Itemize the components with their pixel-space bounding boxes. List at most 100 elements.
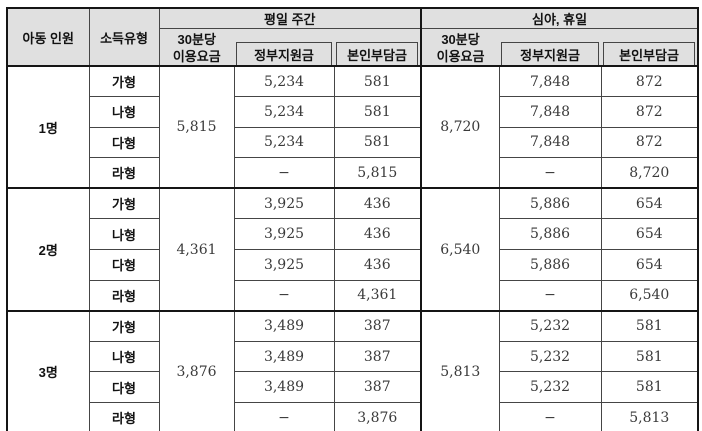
cell-night-self: 654: [600, 249, 699, 281]
header-self-pay-day: 본인부담금: [334, 28, 422, 67]
table-row: 나형 5,234 581 7,848 872: [7, 96, 699, 128]
cell-day-self: 387: [333, 309, 422, 342]
header-fee-per-30min-night: 30분당 이용요금: [420, 28, 500, 67]
cell-income-type: 다형: [88, 249, 160, 281]
self-pay-day-label: 본인부담금: [347, 47, 407, 63]
cell-night-self: 5,813: [600, 402, 699, 431]
cell-night-support: 5,886: [498, 187, 602, 220]
cell-child-count: 1명: [6, 64, 90, 189]
cell-night-self: 654: [600, 187, 699, 220]
cell-income-type: 나형: [88, 96, 160, 128]
self-pay-night-label: 본인부담금: [619, 47, 679, 63]
cell-night-support: 7,848: [498, 126, 602, 159]
cell-day-self: 436: [333, 218, 422, 251]
cell-income-type: 가형: [88, 65, 160, 98]
cell-night-support: 5,886: [498, 218, 602, 251]
cell-day-support: −: [233, 402, 335, 431]
cell-day-support: 3,489: [233, 340, 335, 373]
table-row: 다형 3,925 436 5,886 654: [7, 249, 699, 281]
gov-support-night-label: 정부지원금: [520, 47, 580, 63]
cell-night-support: 5,232: [498, 340, 602, 373]
cell-income-type: 가형: [88, 309, 160, 342]
fee-label-line2: 이용요금: [172, 49, 221, 64]
self-pay-day-box: 본인부담금: [336, 42, 419, 65]
table-row: 라형 − 3,876 − 5,813: [7, 402, 699, 431]
cell-income-type: 라형: [88, 279, 160, 312]
cell-night-fee: 6,540: [420, 187, 500, 312]
cell-day-support: −: [233, 157, 335, 189]
cell-day-self: 581: [333, 126, 422, 159]
cell-night-self: 654: [600, 218, 699, 251]
table-row: 다형 3,489 387 5,232 581: [7, 371, 699, 404]
cell-day-support: 3,489: [233, 309, 335, 342]
cell-day-support: 3,489: [233, 371, 335, 404]
cell-day-support: 3,925: [233, 249, 335, 281]
table-row: 라형 − 4,361 − 6,540: [7, 279, 699, 312]
header-income-type: 소득유형: [89, 8, 160, 67]
cell-night-fee: 5,813: [420, 309, 500, 431]
cell-day-fee: 4,361: [158, 187, 235, 312]
cell-day-self: 581: [333, 96, 422, 128]
cell-income-type: 가형: [88, 187, 160, 220]
cell-night-fee: 8,720: [420, 64, 500, 189]
self-pay-night-box: 본인부담금: [603, 42, 696, 65]
gov-support-night-box: 정부지원금: [501, 42, 600, 65]
cell-child-count: 2명: [6, 187, 90, 312]
cell-night-self: 872: [600, 65, 699, 98]
cell-day-fee: 5,815: [158, 64, 235, 189]
header-night-holiday-section: 심야, 휴일: [421, 8, 699, 29]
header-fee-per-30min-day: 30분당 이용요금: [159, 28, 234, 67]
fee-label-line1: 30분당: [177, 32, 216, 47]
cell-day-support: 3,925: [233, 187, 335, 220]
cell-night-self: 581: [600, 371, 699, 404]
header-weekday-section: 평일 주간: [159, 8, 423, 29]
cell-night-support: 5,232: [498, 309, 602, 342]
cell-day-self: 3,876: [333, 402, 422, 431]
header-gov-support-night: 정부지원금: [499, 28, 602, 67]
cell-day-self: 436: [333, 187, 422, 220]
cell-night-support: −: [498, 402, 602, 431]
cell-income-type: 라형: [88, 157, 160, 189]
fee-label-line1: 30분당: [441, 32, 480, 47]
table-row: 나형 3,925 436 5,886 654: [7, 218, 699, 251]
table-row: 2명 가형 4,361 3,925 436 6,540 5,886 654: [6, 187, 699, 312]
cell-night-support: 7,848: [498, 96, 602, 128]
header-child-count: 아동 인원: [7, 8, 90, 67]
table-row: 라형 − 5,815 − 8,720: [7, 157, 699, 189]
cell-day-support: 5,234: [233, 96, 335, 128]
cell-night-support: 5,232: [498, 371, 602, 404]
cell-night-self: 581: [600, 340, 699, 373]
cell-day-self: 5,815: [333, 157, 422, 189]
header-gov-support-day: 정부지원금: [234, 28, 334, 67]
table-row: 3명 가형 3,876 3,489 387 5,813 5,232 581: [6, 309, 699, 431]
cell-day-self: 4,361: [333, 279, 422, 312]
cell-income-type: 나형: [88, 218, 160, 251]
header-self-pay-night: 본인부담금: [601, 28, 699, 67]
cell-night-support: 5,886: [498, 249, 602, 281]
cell-day-self: 436: [333, 249, 422, 281]
cell-night-self: 872: [600, 96, 699, 128]
cell-day-self: 581: [333, 65, 422, 98]
gov-support-day-box: 정부지원금: [236, 42, 332, 65]
cell-day-support: −: [233, 279, 335, 312]
childcare-fee-table: 아동 인원 소득유형 평일 주간 심야, 휴일 30분당 이용요금 정부지원금 …: [6, 7, 700, 431]
cell-income-type: 다형: [88, 126, 160, 159]
cell-night-self: 872: [600, 126, 699, 159]
cell-child-count: 3명: [6, 309, 90, 431]
table-row: 1명 가형 5,815 5,234 581 8,720 7,848 872: [6, 64, 699, 189]
gov-support-day-label: 정부지원금: [254, 47, 314, 63]
cell-night-support: −: [498, 279, 602, 312]
table-row: 나형 3,489 387 5,232 581: [7, 340, 699, 373]
cell-day-support: 5,234: [233, 126, 335, 159]
cell-night-support: −: [498, 157, 602, 189]
cell-day-self: 387: [333, 340, 422, 373]
cell-night-self: 581: [600, 309, 699, 342]
cell-night-support: 7,848: [498, 65, 602, 98]
cell-day-support: 3,925: [233, 218, 335, 251]
cell-night-self: 8,720: [600, 157, 699, 189]
fee-label-line2: 이용요금: [436, 49, 485, 64]
cell-night-self: 6,540: [600, 279, 699, 312]
cell-day-self: 387: [333, 371, 422, 404]
cell-day-fee: 3,876: [158, 309, 235, 431]
